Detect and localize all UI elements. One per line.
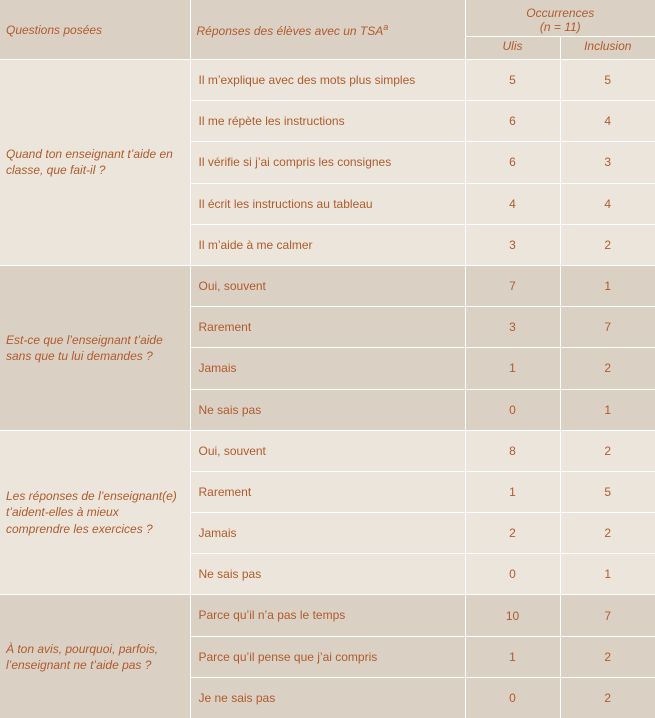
ulis-value: 3 (465, 224, 560, 265)
survey-table: Questions poséesRéponses des élèves avec… (0, 0, 655, 718)
header-responses-sup: a (383, 22, 388, 32)
question-cell: Les réponses de l’enseignant(e) t’aident… (0, 430, 190, 595)
ulis-value: 0 (465, 554, 560, 595)
ulis-value: 0 (465, 389, 560, 430)
ulis-value: 10 (465, 595, 560, 636)
inclusion-value: 1 (560, 554, 655, 595)
ulis-value: 1 (465, 471, 560, 512)
header-responses: Réponses des élèves avec un TSAa (190, 0, 465, 60)
occ-line1: Occurrences (526, 6, 594, 20)
occ-line2: (n = 11) (540, 20, 581, 34)
response-cell: Il me répète les instructions (190, 101, 465, 142)
response-cell: Ne sais pas (190, 389, 465, 430)
header-questions: Questions posées (0, 0, 190, 60)
inclusion-value: 1 (560, 265, 655, 306)
inclusion-value: 5 (560, 471, 655, 512)
inclusion-value: 4 (560, 183, 655, 224)
response-cell: Il m’explique avec des mots plus simples (190, 60, 465, 101)
inclusion-value: 7 (560, 307, 655, 348)
response-cell: Rarement (190, 307, 465, 348)
ulis-value: 4 (465, 183, 560, 224)
inclusion-value: 2 (560, 636, 655, 677)
ulis-value: 1 (465, 636, 560, 677)
ulis-value: 8 (465, 430, 560, 471)
response-cell: Jamais (190, 348, 465, 389)
response-cell: Rarement (190, 471, 465, 512)
inclusion-value: 2 (560, 677, 655, 718)
header-occurrences: Occurrences(n = 11) (465, 0, 655, 37)
ulis-value: 3 (465, 307, 560, 348)
question-cell: À ton avis, pourquoi, parfois, l’enseign… (0, 595, 190, 718)
inclusion-value: 4 (560, 101, 655, 142)
response-cell: Ne sais pas (190, 554, 465, 595)
header-responses-text: Réponses des élèves avec un TSA (197, 24, 384, 38)
response-cell: Parce qu’il pense que j’ai compris (190, 636, 465, 677)
ulis-value: 2 (465, 513, 560, 554)
header-ulis: Ulis (465, 37, 560, 60)
response-cell: Je ne sais pas (190, 677, 465, 718)
response-cell: Oui, souvent (190, 430, 465, 471)
question-cell: Quand ton enseignant t’aide en classe, q… (0, 60, 190, 266)
ulis-value: 6 (465, 142, 560, 183)
response-cell: Il vérifie si j’ai compris les consignes (190, 142, 465, 183)
inclusion-value: 1 (560, 389, 655, 430)
response-cell: Jamais (190, 513, 465, 554)
ulis-value: 6 (465, 101, 560, 142)
question-cell: Est-ce que l’enseignant t’aide sans que … (0, 265, 190, 430)
response-cell: Oui, souvent (190, 265, 465, 306)
response-cell: Parce qu’il n’a pas le temps (190, 595, 465, 636)
ulis-value: 7 (465, 265, 560, 306)
inclusion-value: 2 (560, 513, 655, 554)
response-cell: Il écrit les instructions au tableau (190, 183, 465, 224)
inclusion-value: 2 (560, 430, 655, 471)
ulis-value: 1 (465, 348, 560, 389)
inclusion-value: 7 (560, 595, 655, 636)
inclusion-value: 2 (560, 224, 655, 265)
header-inclusion: Inclusion (560, 37, 655, 60)
inclusion-value: 3 (560, 142, 655, 183)
inclusion-value: 2 (560, 348, 655, 389)
ulis-value: 0 (465, 677, 560, 718)
ulis-value: 5 (465, 60, 560, 101)
response-cell: Il m’aide à me calmer (190, 224, 465, 265)
inclusion-value: 5 (560, 60, 655, 101)
